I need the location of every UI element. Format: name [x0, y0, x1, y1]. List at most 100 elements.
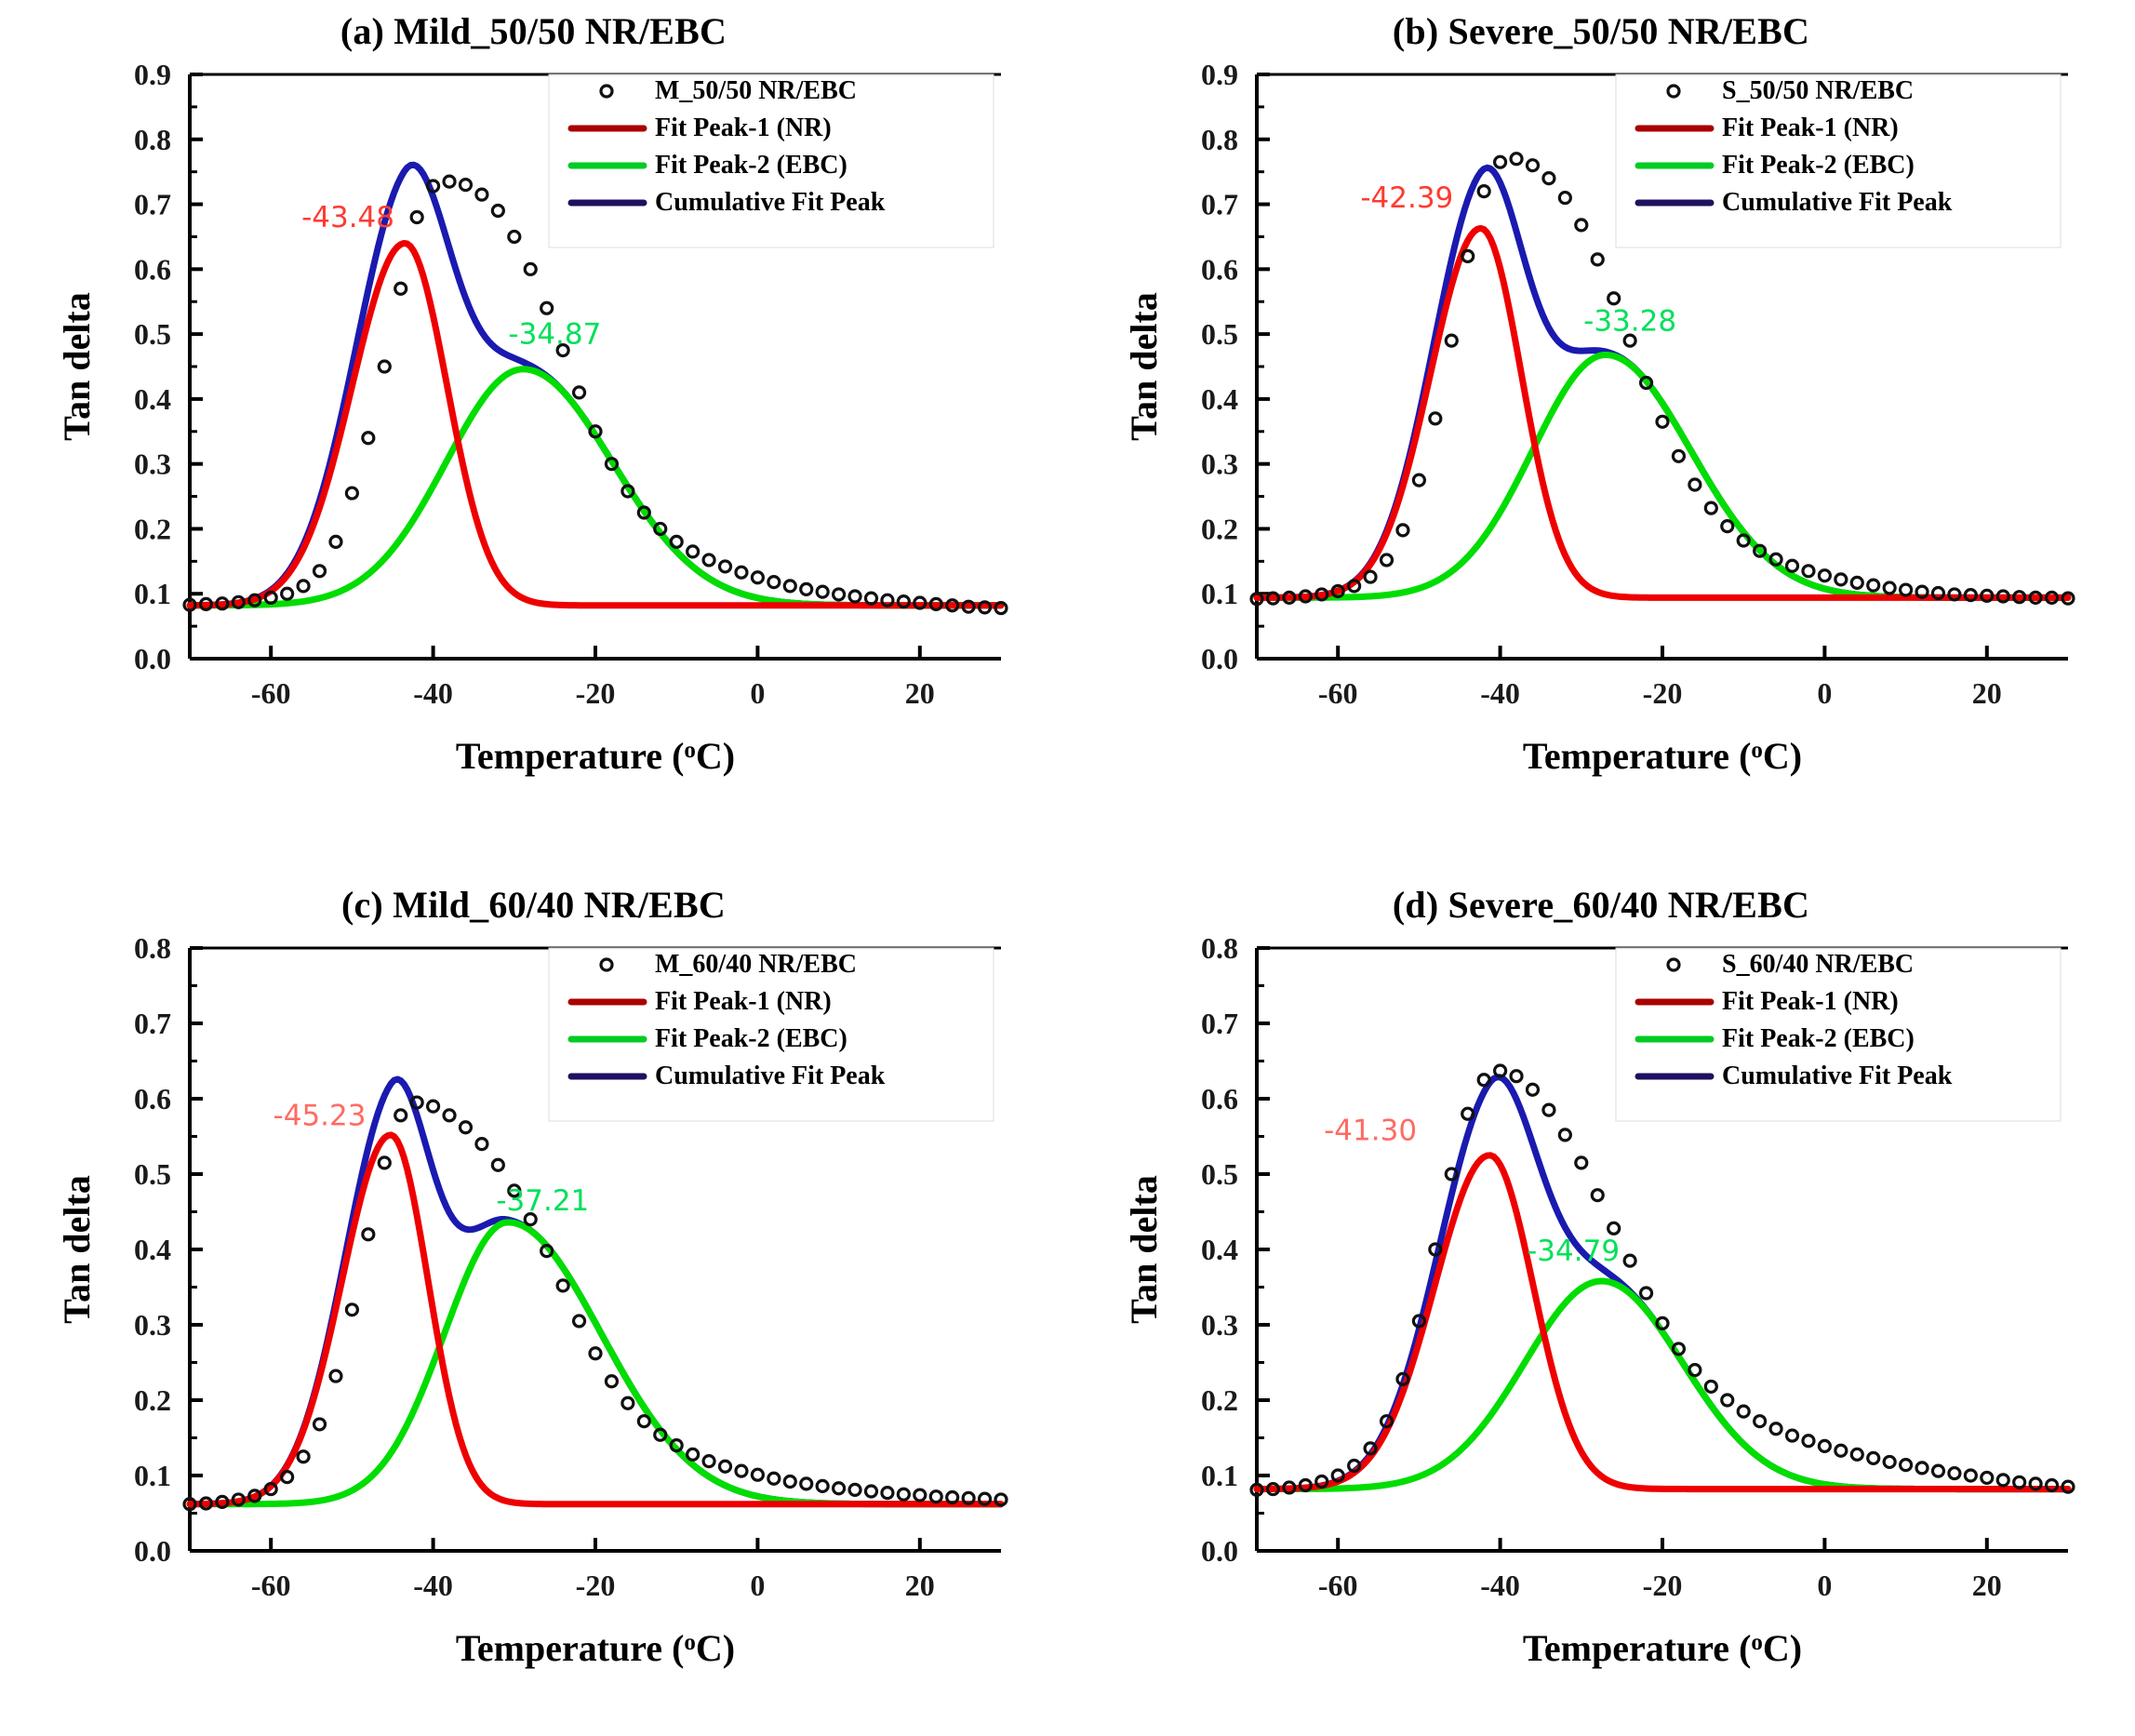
- data-point-marker: [1428, 1242, 1443, 1257]
- data-point-marker: [669, 534, 684, 550]
- curve-fit-peak-2-ebc: [186, 1219, 1004, 1508]
- data-point-marker: [912, 595, 927, 610]
- data-point-marker: [1671, 1342, 1687, 1356]
- y-tick-label: 0.4: [1201, 382, 1238, 416]
- data-point-marker: [1574, 218, 1589, 233]
- y-tick-label: 0.8: [1201, 123, 1238, 156]
- data-point-marker: [393, 1108, 407, 1123]
- data-point-marker: [231, 594, 246, 609]
- data-point-marker: [620, 484, 634, 499]
- y-tick-label: 0.4: [1201, 1233, 1238, 1266]
- legend-label: Cumulative Fit Peak: [1722, 1062, 1953, 1090]
- data-point-marker: [896, 1487, 911, 1502]
- y-tick-label: 0.2: [134, 512, 171, 545]
- data-point-marker: [1834, 572, 1848, 587]
- y-tick-label: 0.1: [1201, 1459, 1238, 1492]
- data-point-marker: [1882, 581, 1897, 595]
- data-point-marker: [490, 1157, 505, 1172]
- data-point-marker: [1509, 1069, 1524, 1084]
- data-point-marker: [1801, 564, 1816, 579]
- data-point-marker: [1915, 584, 1929, 599]
- data-point-marker: [587, 1346, 603, 1361]
- data-point-marker: [1834, 1443, 1848, 1458]
- curves-a: [186, 161, 1004, 609]
- data-point-marker: [2012, 590, 2027, 605]
- y-axis-title-a: Tan delta: [56, 292, 98, 441]
- data-point-marker: [1379, 1414, 1394, 1429]
- data-point-marker: [798, 581, 813, 596]
- chart-svg-d: 0.0 0.1 0.2 0.3 0.4 0.5 0.6 0.7 0.8 -60 -40 -20 0 20 T…: [1123, 931, 2075, 1669]
- panel-title-c: (c) Mild_60/40 NR/EBC: [340, 884, 727, 926]
- data-point-marker: [896, 594, 911, 609]
- data-point-marker: [1590, 1188, 1605, 1203]
- data-point-marker: [652, 1427, 667, 1442]
- data-point-marker: [1703, 1379, 1718, 1395]
- data-point-marker: [1655, 414, 1670, 429]
- curve-fit-peak-2-ebc: [186, 366, 1004, 609]
- curve-fit-peak-2-ebc: [1253, 1277, 2072, 1493]
- data-point-marker: [961, 1490, 976, 1505]
- data-point-marker: [1265, 591, 1281, 606]
- data-point-marker: [733, 1463, 749, 1478]
- data-point-marker: [571, 385, 586, 400]
- data-point-marker: [961, 599, 976, 614]
- data-point-marker: [669, 1437, 684, 1453]
- data-point-marker: [2044, 1477, 2060, 1493]
- data-point-marker: [604, 1374, 619, 1389]
- data-point-marker: [750, 570, 765, 585]
- data-point-marker: [425, 1099, 440, 1114]
- chart-svg-a: 0.0 0.1 0.2 0.3 0.4 0.5 0.6 0.7 0.8 0.9 -60 -40 -20 0…: [56, 58, 1008, 777]
- data-point-marker: [1784, 558, 1800, 573]
- x-tick-label: -60: [1318, 676, 1358, 710]
- y-tick-label: 0.0: [134, 1534, 171, 1568]
- data-point-marker: [1541, 171, 1556, 186]
- y-tick-label: 0.3: [1201, 447, 1238, 481]
- y-tick-label: 0.0: [1201, 1534, 1238, 1568]
- data-point-marker: [409, 209, 424, 225]
- y-tick-label: 0.7: [134, 188, 171, 221]
- data-point-marker: [604, 457, 619, 472]
- data-point-marker: [1298, 589, 1313, 604]
- data-point-marker: [360, 431, 375, 446]
- peak-annotation-label: -34.87: [508, 318, 601, 352]
- x-tick-label: -20: [1643, 1569, 1683, 1602]
- y-axis-title-c: Tan delta: [56, 1175, 98, 1324]
- data-point-marker: [831, 1481, 846, 1496]
- y-axis-title-b: Tan delta: [1123, 292, 1165, 441]
- data-point-marker: [1557, 190, 1572, 206]
- y-tick-label: 0.5: [1201, 1157, 1238, 1191]
- x-axis-title-a: Temperature (oC): [455, 735, 734, 777]
- legend-label: Cumulative Fit Peak: [655, 188, 886, 217]
- data-point-marker: [1395, 1371, 1410, 1386]
- y-tick-label: 0.4: [134, 382, 171, 416]
- y-tick-label: 0.2: [134, 1383, 171, 1417]
- y-tick-label: 0.7: [134, 1007, 171, 1040]
- data-point-marker: [879, 593, 895, 608]
- data-point-marker: [1249, 1482, 1264, 1497]
- data-point-marker: [815, 1478, 830, 1493]
- data-point-marker: [458, 1120, 473, 1135]
- data-point-marker: [1995, 589, 2010, 604]
- data-points-b: [1249, 152, 2075, 607]
- data-point-marker: [1509, 152, 1524, 167]
- curve-cumulative-fit-peak: [186, 1075, 1004, 1508]
- data-point-marker: [181, 1497, 197, 1512]
- y-tick-label: 0.6: [1201, 1082, 1238, 1115]
- y-tick-label: 0.3: [134, 1308, 171, 1342]
- data-points-d: [1249, 1063, 2075, 1497]
- data-point-marker: [1347, 1458, 1362, 1474]
- data-point-marker: [506, 229, 521, 245]
- x-tick-label: 20: [1972, 676, 2002, 710]
- data-point-marker: [1963, 1468, 1978, 1483]
- x-tick-label: 0: [750, 676, 765, 710]
- data-point-marker: [1930, 1463, 1946, 1478]
- data-point-marker: [1980, 588, 1995, 603]
- svg-text:Temperature (oC): Temperature (oC): [455, 1627, 734, 1669]
- data-point-marker: [458, 178, 473, 193]
- data-point-marker: [523, 1212, 538, 1227]
- data-point-marker: [247, 593, 261, 608]
- data-point-marker: [1849, 575, 1864, 590]
- y-tick-label: 0.0: [1201, 642, 1238, 675]
- data-point-marker: [263, 1481, 278, 1497]
- chart-panel-d: (d) Severe_60/40 NR/EBC 0.0 0.1 0.2 0.3 0.4 0.…: [1067, 868, 2135, 1736]
